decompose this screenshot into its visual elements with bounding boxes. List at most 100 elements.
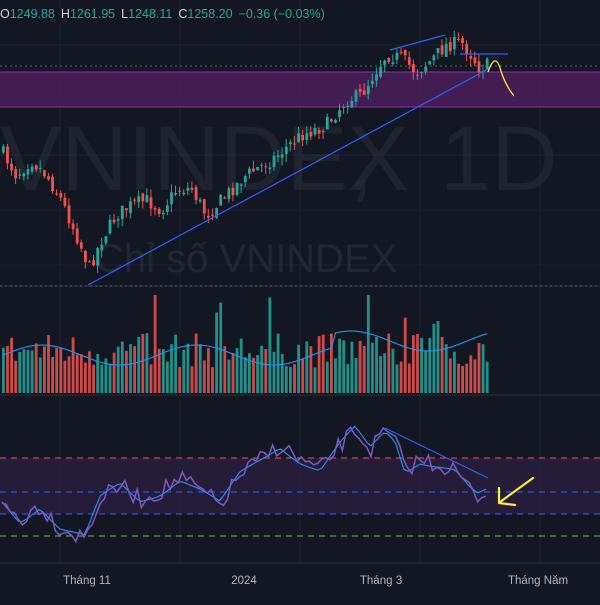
candle-body	[469, 55, 473, 59]
candle-body	[305, 133, 309, 140]
candle-body	[362, 90, 366, 95]
candle-body	[416, 74, 419, 76]
volume-bar	[26, 349, 30, 393]
volume-bar	[235, 348, 239, 393]
supply-demand-zone	[0, 72, 600, 107]
candle-body	[38, 167, 42, 169]
volume-bar	[96, 353, 100, 393]
volume-bar	[18, 351, 22, 393]
volume-bar	[198, 344, 202, 393]
candle-body	[379, 66, 382, 77]
candle-body	[84, 250, 87, 262]
x-tick-label: 2024	[231, 575, 257, 587]
volume-bar	[272, 351, 276, 393]
candle-body	[161, 212, 165, 215]
candle-body	[436, 48, 440, 53]
candle-body	[375, 74, 378, 81]
volume-bar	[182, 349, 186, 393]
candle-body	[371, 80, 374, 84]
volume-bar	[129, 344, 132, 393]
ohlc-open-value: 1249.88	[9, 7, 55, 21]
candle-body	[133, 199, 136, 201]
volume-bar	[362, 345, 366, 393]
candle-body	[100, 244, 104, 251]
candle-body	[157, 208, 161, 214]
candle-body	[350, 101, 354, 108]
candle-body	[424, 66, 428, 72]
time-axis: Tháng 11 2024 Tháng 3 Tháng Năm	[63, 575, 568, 587]
volume-bar	[10, 337, 13, 393]
volume-bar	[186, 343, 190, 393]
volume-bar	[157, 348, 161, 393]
candle-body	[96, 248, 100, 266]
volume-bar	[34, 343, 38, 393]
candle-body	[14, 169, 18, 179]
volume-bar	[469, 355, 473, 393]
volume-ma-line	[3, 330, 488, 366]
rsi-line	[1, 426, 487, 544]
ohlc-high-value: 1261.95	[69, 7, 116, 21]
volume-bar	[248, 353, 251, 393]
volume-bar	[338, 338, 341, 393]
volume-bar	[305, 341, 309, 393]
candle-body	[182, 192, 186, 195]
volume-bar	[59, 348, 63, 393]
candle-body	[108, 219, 112, 234]
candle-body	[55, 193, 59, 195]
volume-bar	[383, 353, 387, 393]
volume-bar	[457, 363, 460, 393]
candle-body	[473, 57, 477, 64]
volume-bars	[2, 294, 489, 393]
candle-body	[391, 62, 395, 65]
x-tick-label: Tháng Năm	[508, 575, 568, 587]
annotation-arrow-shaft	[498, 476, 535, 504]
candle-body	[395, 52, 399, 60]
candle-body	[358, 88, 362, 92]
candle-body	[67, 205, 71, 224]
volume-bar	[342, 340, 346, 393]
candle-body	[198, 199, 202, 202]
candles	[2, 30, 489, 274]
candle-body	[104, 236, 108, 244]
volume-bar	[297, 344, 300, 393]
candle-body	[202, 199, 206, 214]
volume-bar	[399, 361, 403, 393]
volume-bar	[280, 353, 284, 393]
candle-body	[342, 106, 346, 109]
candle-body	[112, 219, 116, 223]
volume-bar	[350, 341, 354, 393]
candle-body	[235, 182, 239, 195]
volume-bar	[412, 335, 415, 393]
volume-bar	[125, 350, 128, 393]
volume-bar	[407, 363, 411, 393]
x-tick-label: Tháng 3	[360, 575, 402, 587]
volume-bar	[428, 337, 432, 393]
volume-bar	[55, 347, 59, 393]
volume-bar	[317, 336, 321, 393]
volume-bar	[424, 350, 428, 393]
candle-body	[453, 36, 456, 50]
candle-body	[301, 135, 305, 141]
drawings[interactable]	[87, 34, 515, 286]
candle-body	[461, 37, 464, 43]
candle-body	[338, 110, 341, 117]
candle-body	[407, 57, 411, 65]
watermark-comma: ,	[348, 108, 374, 210]
candle-body	[276, 155, 280, 158]
candle-body	[178, 190, 182, 192]
volume-bar	[170, 344, 173, 393]
candle-body	[47, 176, 50, 180]
candle-body	[387, 57, 391, 62]
rsi-trendline	[384, 427, 489, 479]
watermark-description: Chỉ số VNINDEX	[95, 237, 397, 281]
volume-bar	[440, 336, 444, 393]
volume-bar	[223, 346, 227, 393]
ohlc-low-value: 1248.11	[128, 7, 173, 21]
candle-body	[264, 166, 268, 168]
volume-bar	[202, 360, 206, 393]
x-tick-label: Tháng 11	[63, 575, 111, 587]
volume-bar	[75, 354, 79, 393]
candle-body	[92, 260, 95, 266]
